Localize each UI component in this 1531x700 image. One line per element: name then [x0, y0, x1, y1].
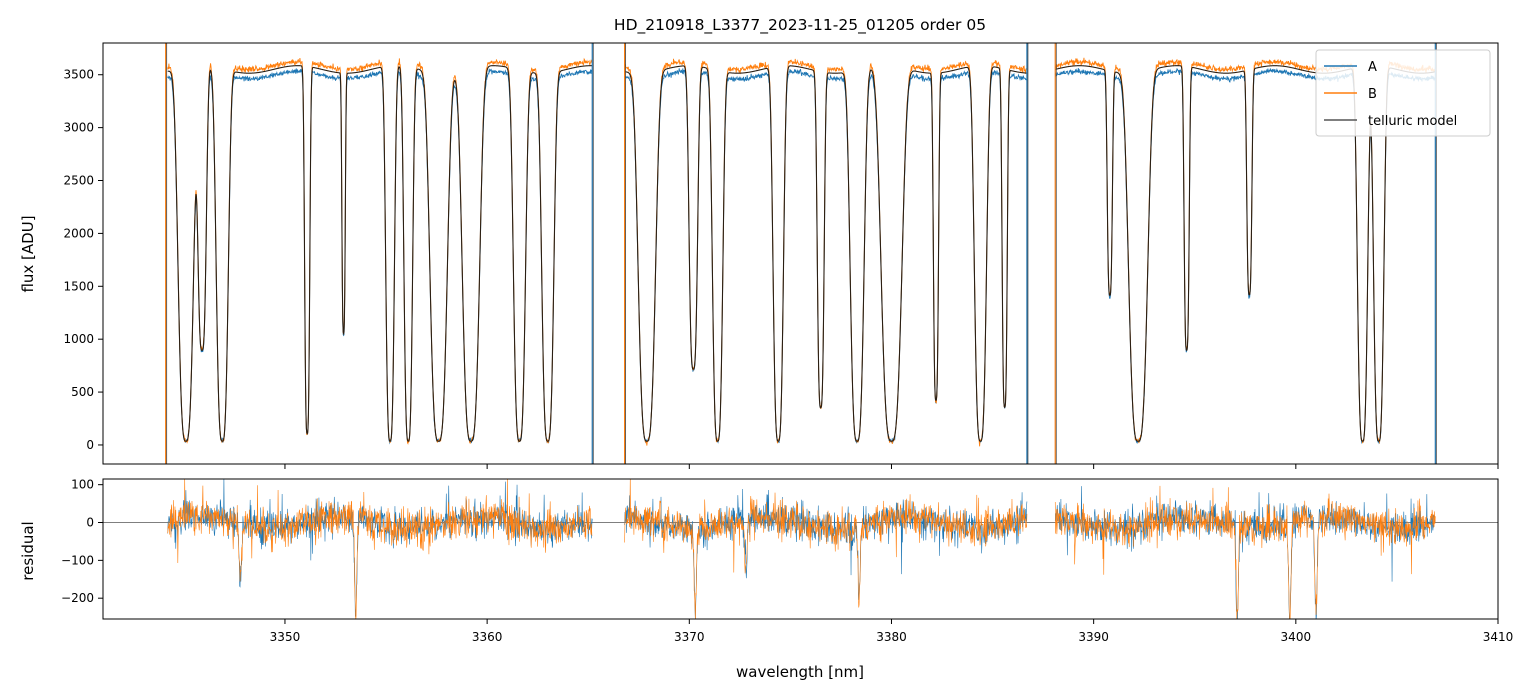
flux-axes-frame: [102, 42, 1499, 465]
flux-y-tick-label: 2000: [63, 226, 94, 240]
residual-x-tick-label: 3370: [674, 630, 705, 644]
residual-panel: −200 −100 0 100 3350 3360 3370 3380 3390 3400 341…: [19, 478, 1514, 681]
residual-x-tick-label: 3350: [270, 630, 301, 644]
residual-x-tick-label: 3380: [876, 630, 907, 644]
residual-axes-frame: [102, 478, 1499, 620]
flux-y-tick-label: 1000: [63, 332, 94, 346]
legend-label-telluric: telluric model: [1368, 114, 1457, 129]
residual-y-tick-label: −100: [61, 553, 94, 567]
flux-y-tick-label: 3500: [63, 68, 94, 82]
legend-label-b: B: [1368, 87, 1377, 102]
series-b-residual: [167, 479, 1436, 619]
flux-y-tick-label: 3000: [63, 121, 94, 135]
residual-x-tick-label: 3400: [1281, 630, 1312, 644]
residual-y-tick-label: 0: [86, 516, 94, 530]
flux-y-axis-label: flux [ADU]: [19, 215, 37, 292]
flux-y-tick-label: 2500: [63, 174, 94, 188]
x-axis-label: wavelength [nm]: [736, 663, 864, 681]
flux-y-tick-label: 500: [71, 385, 94, 399]
telluric-model-line: [167, 65, 1436, 442]
legend-box: [1315, 49, 1491, 137]
residual-y-axis-label: residual: [19, 521, 37, 580]
chart-title: HD_210918_L3377_2023-11-25_01205 order 0…: [614, 16, 986, 35]
legend-label-a: A: [1368, 60, 1377, 75]
flux-y-tick-label: 0: [86, 438, 94, 452]
residual-y-tick-label: 100: [71, 478, 94, 492]
residual-x-tick-label: 3390: [1078, 630, 1109, 644]
legend: A B telluric model: [1315, 49, 1491, 137]
flux-y-tick-label: 1500: [63, 279, 94, 293]
residual-x-tick-label: 3360: [472, 630, 503, 644]
residual-x-tick-label: 3410: [1483, 630, 1514, 644]
residual-y-tick-label: −200: [61, 591, 94, 605]
